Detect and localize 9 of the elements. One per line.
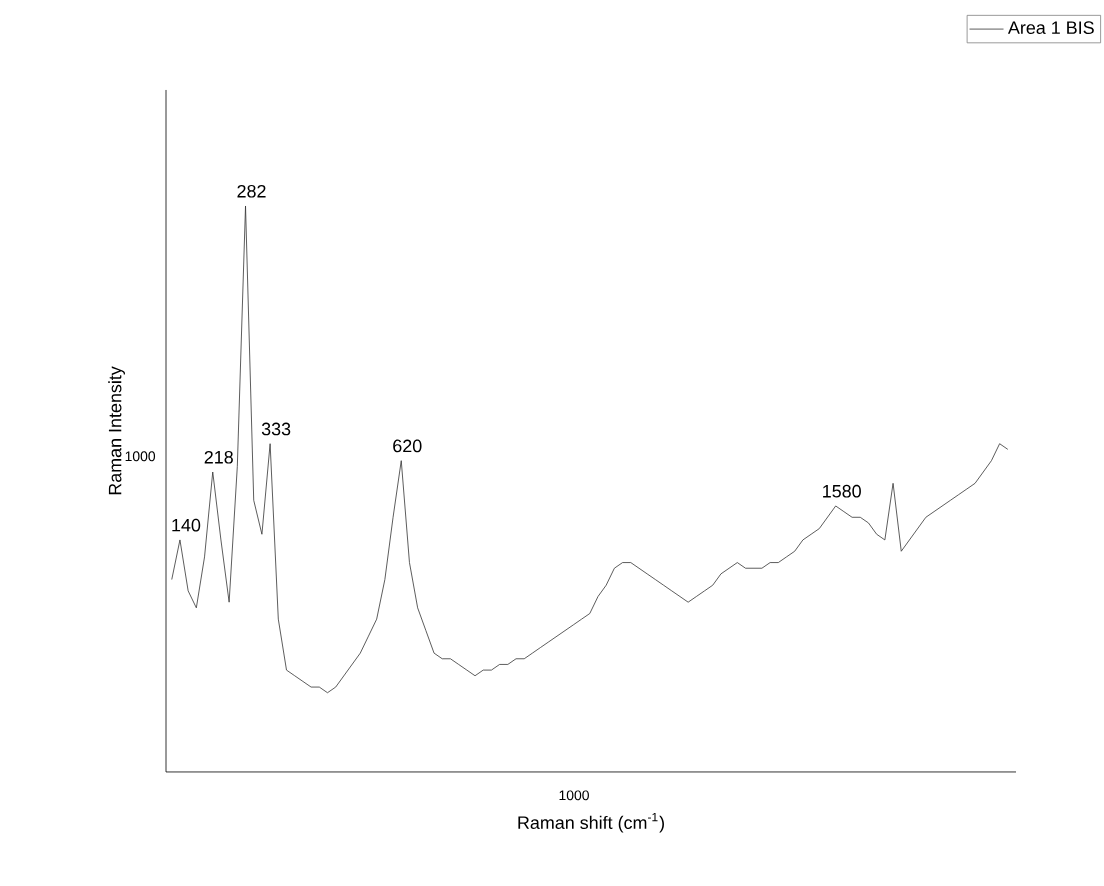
annotation: 1580 [823, 484, 861, 498]
annotation: 218 [204, 450, 233, 464]
x-axis-title: Raman shift (cm$^{-1}$) [518, 813, 664, 833]
legend-label: Area 1 BIS [1007, 21, 1094, 35]
annotation: 282 [237, 184, 266, 198]
annotation: 333 [261, 422, 291, 436]
annotation: 140 [172, 518, 201, 532]
annotation: 620 [393, 439, 422, 453]
y-axis-title: Raman Intensity [108, 366, 125, 495]
